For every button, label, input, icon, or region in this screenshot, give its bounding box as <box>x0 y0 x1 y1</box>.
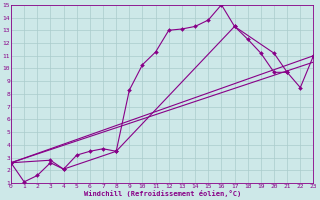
X-axis label: Windchill (Refroidissement éolien,°C): Windchill (Refroidissement éolien,°C) <box>84 190 241 197</box>
